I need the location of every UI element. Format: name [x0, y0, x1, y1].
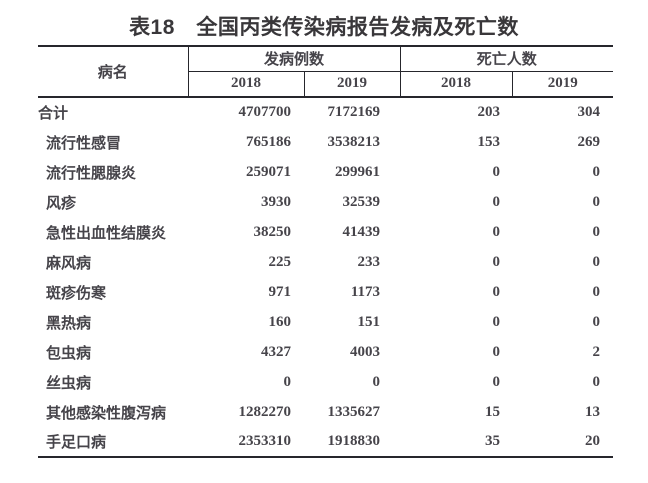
deaths-2018-cell: 0	[492, 313, 501, 330]
disease-name-cell: 风疹	[46, 195, 77, 212]
cases-2019-cell: 32539	[342, 193, 381, 210]
deaths-2019-cell: 0	[592, 283, 601, 300]
cases-2018-cell: 4707700	[238, 104, 292, 120]
deaths-2019-cell: 269	[577, 133, 601, 150]
disease-name-cell: 其他感染性腹泻病	[46, 405, 167, 422]
cases-2018-cell: 160	[268, 313, 292, 330]
disease-name-cell: 急性出血性结膜炎	[46, 225, 167, 242]
header-cases-group: 发病例数	[188, 46, 401, 72]
deaths-2018-cell: 0	[492, 193, 501, 210]
deaths-2019-cell: 0	[592, 373, 601, 390]
table-header: 病名 发病例数 死亡人数 2018 2019 2018 2019	[38, 46, 614, 98]
deaths-2019-cell: 13	[585, 403, 601, 420]
header-deaths-year-2019: 2019	[512, 71, 614, 98]
table-row: 风疹 3930 32539 0 0	[38, 187, 613, 217]
disease-name-cell: 黑热病	[46, 315, 92, 332]
cases-2018-cell: 225	[268, 253, 292, 270]
cases-2018-cell: 765186	[246, 133, 291, 150]
deaths-2019-cell: 20	[585, 433, 601, 449]
header-disease-name: 病名	[38, 46, 189, 98]
cases-2018-cell: 0	[283, 373, 292, 390]
deaths-2018-cell: 203	[477, 104, 501, 120]
header-deaths-year-2018: 2018	[400, 71, 513, 98]
disease-name-cell: 流行性腮腺炎	[46, 165, 137, 182]
cases-2018-cell: 1282270	[238, 403, 292, 420]
deaths-2019-cell: 0	[592, 223, 601, 240]
deaths-2018-cell: 0	[492, 343, 501, 360]
deaths-2018-cell: 0	[492, 163, 501, 180]
cases-2019-cell: 1173	[350, 283, 381, 300]
table-row: 斑疹伤寒 971 1173 0 0	[38, 277, 613, 307]
deaths-2019-cell: 0	[592, 193, 601, 210]
cases-2019-cell: 0	[372, 373, 381, 390]
disease-name-cell: 手足口病	[46, 435, 107, 451]
deaths-2018-cell: 0	[492, 283, 501, 300]
cases-2019-cell: 7172169	[327, 104, 381, 120]
cases-2019-cell: 41439	[342, 223, 381, 240]
deaths-2019-cell: 0	[592, 313, 601, 330]
table-row: 黑热病 160 151 0 0	[38, 307, 613, 337]
table-row: 其他感染性腹泻病 1282270 1335627 15 13	[38, 397, 613, 427]
deaths-2018-cell: 0	[492, 253, 501, 270]
header-cases-year-2018: 2018	[188, 71, 305, 98]
table-row: 流行性感冒 765186 3538213 153 269	[38, 127, 613, 157]
table-row: 手足口病 2353310 1918830 35 20	[38, 427, 613, 457]
disease-name-cell: 包虫病	[46, 345, 92, 362]
cases-2019-cell: 4003	[350, 343, 381, 360]
deaths-2018-cell: 15	[485, 403, 501, 420]
cases-2018-cell: 259071	[246, 163, 291, 180]
cases-2018-cell: 38250	[253, 223, 292, 240]
disease-stats-table: 病名 发病例数 死亡人数 2018 2019 2018 2019 合计 4707…	[38, 45, 614, 458]
cases-2019-cell: 3538213	[327, 133, 381, 150]
cases-2019-cell: 233	[357, 253, 381, 270]
cases-2019-cell: 1335627	[327, 403, 381, 420]
cases-2018-cell: 3930	[261, 193, 291, 210]
table-row: 丝虫病 0 0 0 0	[38, 367, 613, 397]
cases-2019-cell: 151	[357, 313, 381, 330]
deaths-2019-cell: 304	[577, 104, 601, 120]
deaths-2018-cell: 35	[485, 433, 501, 449]
table-title: 表18 全国丙类传染病报告发病及死亡数	[129, 16, 519, 39]
cases-2018-cell: 2353310	[238, 433, 292, 449]
deaths-2018-cell: 0	[492, 373, 501, 390]
deaths-2019-cell: 0	[592, 163, 601, 180]
table-row: 麻风病 225 233 0 0	[38, 247, 613, 277]
cases-2018-cell: 971	[268, 283, 292, 300]
disease-name-cell: 丝虫病	[46, 375, 92, 392]
deaths-2019-cell: 2	[592, 343, 601, 360]
cases-2018-cell: 4327	[261, 343, 291, 360]
deaths-2018-cell: 0	[492, 223, 501, 240]
table-row: 包虫病 4327 4003 0 2	[38, 337, 613, 367]
cases-2019-cell: 1918830	[327, 433, 381, 449]
disease-name-cell: 斑疹伤寒	[46, 285, 107, 302]
table-row: 流行性腮腺炎 259071 299961 0 0	[38, 157, 613, 187]
table-row: 急性出血性结膜炎 38250 41439 0 0	[38, 217, 613, 247]
table-body: 合计 4707700 7172169 203 304 流行性感冒 765186 …	[38, 97, 613, 457]
deaths-2019-cell: 0	[592, 253, 601, 270]
disease-name-cell: 麻风病	[46, 255, 92, 272]
disease-name-cell: 合计	[38, 106, 69, 122]
header-deaths-group: 死亡人数	[400, 46, 614, 72]
disease-name-cell: 流行性感冒	[46, 135, 122, 152]
cases-2019-cell: 299961	[335, 163, 381, 180]
deaths-2018-cell: 153	[477, 133, 501, 150]
header-cases-year-2019: 2019	[304, 71, 401, 98]
table-row: 合计 4707700 7172169 203 304	[38, 97, 613, 127]
